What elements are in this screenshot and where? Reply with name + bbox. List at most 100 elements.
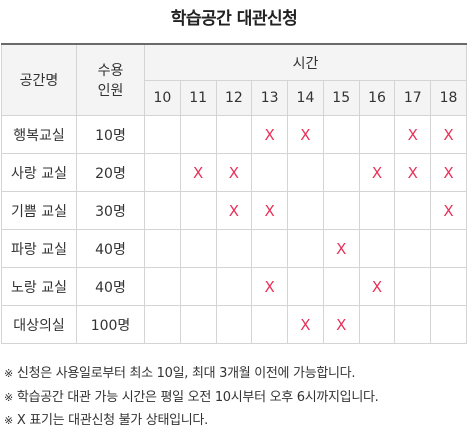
slot-cell [144, 153, 181, 192]
slot-unavailable: X [322, 229, 360, 268]
slot-cell [215, 115, 253, 154]
note-bullet: ※ [4, 367, 13, 380]
hour-header-13: 13 [251, 80, 289, 116]
slot-cell [394, 229, 432, 268]
header-capacity-line2: 인원 [97, 83, 124, 99]
room-name: 대상의실 [1, 305, 77, 344]
slot-unavailable: X [358, 267, 396, 306]
slot-unavailable: X [358, 153, 396, 192]
slot-cell [430, 305, 467, 344]
unavailable-mark: X [264, 201, 275, 220]
slot-cell [322, 153, 360, 192]
slot-cell [251, 153, 289, 192]
unavailable-mark: X [193, 163, 204, 182]
table-row: 행복교실 10명 X X X X [1, 115, 467, 154]
booking-schedule-table: 공간명 수용 인원 시간 10 11 12 13 14 15 16 17 18 행복교실 10명 X… [1, 43, 467, 344]
room-capacity: 40명 [76, 267, 145, 306]
slot-cell [144, 229, 181, 268]
unavailable-mark: X [407, 163, 418, 182]
table-row: 노랑 교실 40명 X X [1, 267, 467, 306]
page-title: 학습공간 대관신청 [170, 9, 298, 29]
slot-unavailable: X [430, 115, 467, 154]
slot-cell [144, 191, 181, 230]
unavailable-mark: X [336, 239, 347, 258]
slot-cell [322, 115, 360, 154]
header-time: 시간 [144, 43, 467, 81]
slot-cell [394, 267, 432, 306]
note-item: ※ 신청은 사용일로부터 최소 10일, 최대 3개월 이전에 가능합니다. [4, 362, 379, 386]
slot-unavailable: X [322, 305, 360, 344]
unavailable-mark: X [228, 201, 240, 220]
hour-header-16: 16 [358, 80, 396, 116]
note-item: ※ 학습공간 대관 가능 시간은 평일 오전 10시부터 오후 6시까지입니다. [4, 386, 379, 410]
room-capacity: 20명 [76, 153, 145, 192]
hour-header-10: 10 [144, 80, 181, 116]
unavailable-mark: X [443, 125, 454, 144]
note-text: 신청은 사용일로부터 최소 10일, 최대 3개월 이전에 가능합니다. [16, 366, 356, 381]
slot-unavailable: X [394, 115, 432, 154]
slot-cell [179, 229, 217, 268]
hour-header-row: 10 11 12 13 14 15 16 17 18 [2, 80, 467, 116]
hour-header-12: 12 [215, 80, 253, 116]
slot-unavailable: X [287, 305, 324, 344]
slot-unavailable: X [430, 191, 467, 230]
slot-cell [287, 229, 324, 268]
slot-cell [179, 191, 217, 230]
slot-unavailable: X [394, 153, 432, 192]
room-name: 노랑 교실 [1, 267, 77, 306]
header-room: 공간명 [1, 43, 77, 116]
slot-unavailable: X [287, 115, 324, 154]
slot-unavailable: X [215, 191, 253, 230]
slot-cell [322, 191, 360, 230]
note-bullet: ※ [4, 390, 13, 404]
hour-header-15: 15 [322, 80, 360, 116]
table-row: 기쁨 교실 30명 X X X [1, 191, 467, 230]
slot-unavailable: X [251, 115, 289, 154]
table-row: 파랑 교실 40명 X [1, 229, 467, 268]
note-bullet: ※ [4, 414, 13, 427]
slot-cell [215, 305, 253, 344]
unavailable-mark: X [371, 277, 383, 296]
slot-cell [287, 267, 324, 306]
slot-cell [287, 191, 324, 230]
slot-unavailable: X [251, 191, 289, 230]
slot-cell [179, 305, 217, 344]
slot-cell [144, 267, 181, 306]
unavailable-mark: X [336, 315, 347, 334]
slot-cell [144, 305, 181, 344]
room-capacity: 40명 [76, 229, 145, 268]
slot-unavailable: X [179, 153, 217, 192]
hour-header-17: 17 [394, 80, 432, 116]
slot-cell [179, 115, 217, 154]
room-capacity: 10명 [76, 115, 145, 154]
hour-header-18: 18 [430, 80, 467, 116]
slot-cell [251, 229, 289, 268]
slot-cell [394, 191, 432, 230]
slot-cell [394, 305, 432, 344]
slot-cell [251, 305, 289, 344]
schedule-body: 행복교실 10명 X X X X 사랑 교실 20명 X X X X X 기쁨 교실 30명 X X X 파랑 교실… [1, 115, 467, 344]
slot-cell [358, 305, 396, 344]
unavailable-mark: X [264, 277, 275, 296]
slot-cell [430, 267, 467, 306]
table-row: 대상의실 100명 X X [1, 305, 467, 344]
slot-cell [179, 267, 217, 306]
slot-unavailable: X [430, 153, 467, 192]
room-capacity: 30명 [76, 191, 145, 230]
slot-cell [430, 229, 467, 268]
slot-cell [144, 115, 181, 154]
slot-cell [322, 267, 360, 306]
hour-header-14: 14 [287, 80, 324, 116]
room-name: 파랑 교실 [1, 229, 77, 268]
hour-header-11: 11 [179, 80, 217, 116]
slot-unavailable: X [215, 153, 253, 192]
unavailable-mark: X [300, 125, 311, 144]
slot-cell [287, 153, 324, 192]
slot-unavailable: X [251, 267, 289, 306]
slot-cell [358, 115, 396, 154]
slot-cell [215, 267, 253, 306]
unavailable-mark: X [443, 163, 454, 182]
slot-cell [215, 229, 253, 268]
header-capacity: 수용 인원 [76, 43, 145, 116]
room-capacity: 100명 [76, 305, 145, 344]
